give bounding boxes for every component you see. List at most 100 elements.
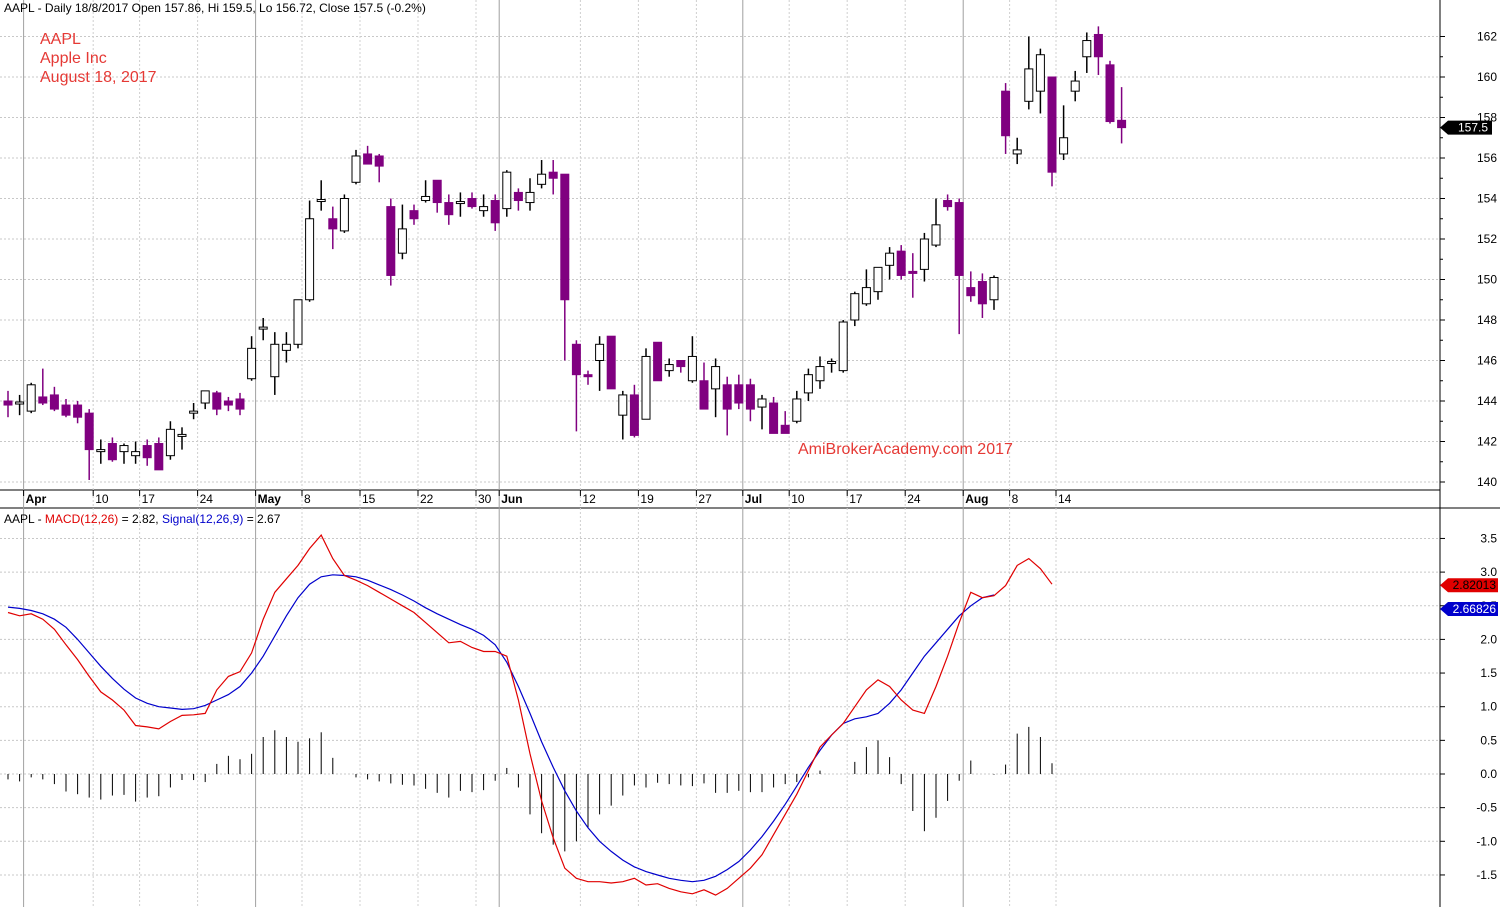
candle-body [397,228,407,254]
candle-body [490,200,500,224]
candle-body [1024,68,1034,102]
candle [722,376,732,436]
macd-value-tag-label: 2.82013 [1453,578,1497,592]
candle [653,341,663,382]
date-tick-label: Jun [501,492,522,506]
candle-body [96,449,106,453]
candle-body [815,366,825,382]
macd-tick-label: -1.5 [1476,868,1497,882]
macd-title-prefix: AAPL - [4,512,45,526]
candle [386,198,396,286]
macd-title-label: MACD(12,26) [44,512,119,526]
candle-body [827,361,837,365]
candle-body [722,384,732,410]
candle [850,291,860,327]
candle [919,232,929,282]
candle [792,390,802,424]
date-tick-label: Jul [745,492,762,506]
candle [931,198,941,248]
candle-body [629,394,639,436]
candle [467,192,477,209]
candle-body [687,355,697,382]
macd-title-value: = 2.82, [118,512,162,526]
date-tick-label: 27 [698,492,712,506]
candle-body [803,374,813,394]
candle [769,396,779,434]
candle [409,204,419,225]
price-tick-label: 154 [1477,192,1497,206]
last-price-tag [1440,120,1492,135]
candle-body [525,191,535,204]
macd-tick-label: -0.5 [1476,801,1497,815]
candle-body [699,380,709,410]
candle-body [1117,119,1127,129]
candle [26,382,36,414]
macd-tick-label: 0.0 [1480,767,1497,781]
candle-body [908,270,918,274]
candle-body [84,412,94,451]
candle [270,332,280,395]
candle-body [780,424,790,434]
candle-body [1070,80,1080,92]
candle [154,437,164,471]
candle-body [850,293,860,321]
candle [1082,32,1092,73]
candle-body [479,206,489,212]
candle [943,194,953,211]
annotation-date: August 18, 2017 [40,69,157,86]
candle [977,273,987,318]
candle-body [26,384,36,412]
candle-body [861,287,871,305]
candle-body [189,410,199,414]
candle-body [455,201,465,205]
date-tick-label: 17 [142,492,156,506]
candle-body [1012,149,1022,155]
candle-body [223,400,233,406]
candle [339,194,349,233]
candle [1001,83,1011,154]
candle-body [165,428,175,457]
candle [537,160,547,189]
macd-pane-title: AAPL - MACD(12,26) = 2.82, Signal(12,26,… [4,512,280,526]
macd-tick-label: 0.5 [1480,733,1497,747]
date-tick-label: 15 [362,492,376,506]
candle [142,439,152,466]
candle [618,390,628,440]
candle-body [1059,137,1069,155]
date-tick-label: 12 [582,492,596,506]
signal-title-label: Signal(12,26,9) [161,512,244,526]
candle [1024,36,1034,110]
candle-body [1001,90,1011,137]
candle [548,160,558,195]
candle [803,368,813,401]
candle-body [305,218,315,301]
date-tick-label: 10 [791,492,805,506]
candle [305,200,315,302]
candle-body [38,396,48,404]
macd-tick-label: 2.0 [1480,632,1497,646]
date-tick-label: 22 [420,492,434,506]
candle-body [513,191,523,202]
price-tick-label: 140 [1477,475,1497,489]
candle-body [977,281,987,305]
candle-body [571,343,581,376]
candle [455,192,465,217]
candle [1047,76,1057,187]
candle-body [409,210,419,220]
candle-body [838,321,848,372]
candle-body [583,374,593,378]
candle-body [676,360,686,368]
candle [397,204,407,260]
candle [664,358,674,377]
candle [223,396,233,412]
candle [885,247,895,280]
chart-annotation: AAPL Apple Inc August 18, 2017 [40,30,157,87]
macd-tick-label: 1.5 [1480,666,1497,680]
candle [258,317,268,341]
candle [711,358,721,418]
candle [247,336,257,381]
signal-value-tag [1440,601,1498,616]
candle-body [363,153,373,165]
